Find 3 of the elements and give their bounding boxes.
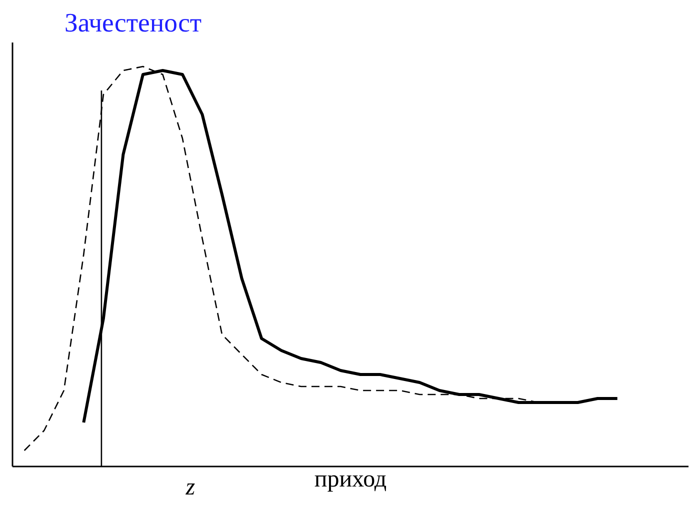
text: z [184, 474, 196, 500]
x-axis-title: приход [314, 466, 387, 492]
chart-title: Зачестеност [64, 8, 202, 38]
